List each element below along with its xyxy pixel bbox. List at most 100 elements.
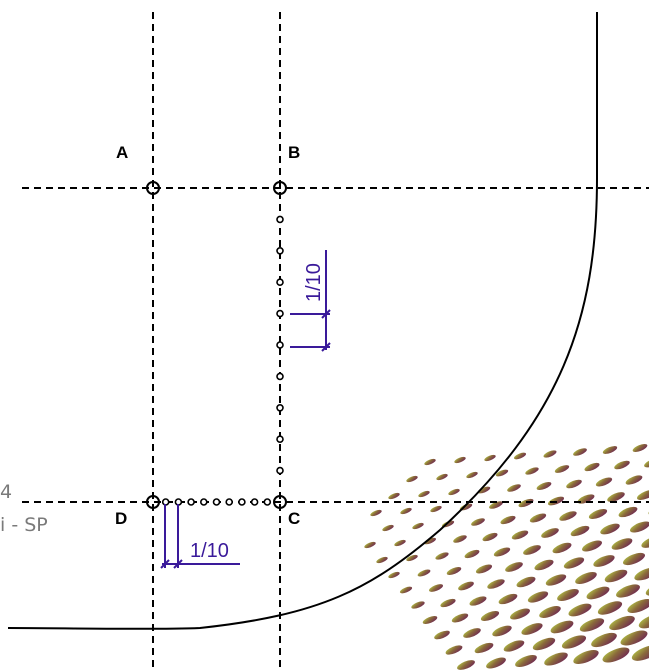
division-marker: [276, 466, 284, 475]
decor-dot: [411, 601, 425, 609]
decor-dot: [579, 618, 605, 632]
division-marker: [276, 278, 284, 287]
decor-dot: [541, 528, 559, 538]
decor-dot: [507, 484, 521, 492]
decor-dot: [534, 559, 554, 571]
decor-dot: [453, 535, 467, 543]
decor-dot: [637, 490, 649, 500]
division-marker: [250, 498, 259, 506]
decor-dot: [487, 579, 505, 589]
decor-dot: [593, 555, 615, 567]
decor-dot: [539, 606, 561, 618]
decor-dot: [523, 545, 541, 555]
decor-dot: [406, 554, 418, 562]
decor-dot: [424, 537, 436, 545]
decor-dot: [388, 571, 400, 579]
division-marker: [276, 309, 284, 318]
decor-dot: [586, 586, 610, 600]
decor-dot: [529, 513, 547, 523]
decor-dot: [582, 540, 602, 552]
label-point-d: D: [115, 509, 127, 528]
vertical-dimension: [290, 250, 331, 352]
decor-dot: [566, 479, 582, 489]
division-marker: [212, 498, 221, 506]
division-marker: [276, 215, 284, 224]
decor-dot: [424, 458, 436, 466]
decor-dot: [631, 645, 649, 661]
decor-dot: [550, 620, 574, 634]
decor-dot: [457, 660, 475, 670]
side-text-line-1: 4: [0, 481, 12, 503]
decor-dot: [632, 443, 648, 453]
decor-dot: [463, 628, 481, 638]
decor-dot: [609, 615, 635, 631]
decor-dot: [515, 654, 537, 668]
decor-dot: [436, 473, 448, 481]
decor-dot: [471, 518, 485, 526]
decor-dot: [527, 591, 549, 603]
decor-dot: [597, 601, 623, 615]
decor-dot: [575, 572, 597, 584]
division-marker: [238, 498, 246, 506]
decor-dot: [417, 569, 431, 577]
decor-dot: [406, 475, 418, 483]
decor-dot: [480, 610, 500, 622]
decor-dot: [434, 630, 450, 640]
decor-dot: [627, 599, 649, 613]
division-marker: [263, 498, 272, 506]
decor-dot: [584, 462, 600, 472]
division-marker: [276, 372, 284, 381]
decor-dot: [552, 542, 572, 554]
decor-dot: [458, 581, 474, 591]
decor-dot: [638, 613, 649, 629]
label-vertical-dimension: 1/10: [303, 263, 325, 302]
decor-dot: [618, 506, 638, 518]
decor-dot: [602, 647, 630, 663]
division-marker: [276, 341, 284, 349]
decor-dot: [557, 589, 579, 601]
decor-dot: [625, 475, 643, 485]
decor-dot: [595, 477, 613, 487]
decor-dot: [554, 465, 570, 473]
point-b-marker: [273, 181, 287, 195]
decor-dot: [516, 576, 536, 588]
decor-dot: [543, 450, 557, 458]
decor-dot: [469, 596, 487, 606]
division-markers: [161, 215, 284, 506]
decor-dot: [634, 567, 649, 581]
decor-dot: [573, 649, 599, 665]
decor-dot: [492, 625, 512, 637]
decor-dot: [573, 448, 587, 456]
decor-dot: [435, 552, 449, 560]
decor-dot: [503, 640, 525, 652]
decor-dot: [614, 460, 630, 470]
decor-dot: [400, 507, 412, 515]
decor-dot: [495, 469, 509, 477]
decor-dot: [568, 603, 592, 617]
division-marker: [200, 498, 208, 506]
decor-dot: [500, 515, 516, 525]
point-d-marker: [146, 495, 160, 509]
point-a-marker: [146, 181, 160, 195]
decor-dot: [620, 630, 648, 646]
decor-dot: [521, 623, 543, 635]
construction-lines: [22, 12, 649, 671]
horizontal-dimension: [160, 504, 240, 569]
decor-dot: [364, 541, 376, 549]
decor-dot: [577, 494, 595, 504]
decor-dot: [388, 492, 400, 500]
decor-dot: [493, 547, 511, 557]
decor-dot: [448, 488, 460, 496]
decor-dot: [525, 467, 539, 475]
decor-dot: [477, 486, 491, 494]
decor-dot: [616, 584, 640, 598]
decor-dot: [382, 524, 394, 532]
decor-dot: [486, 657, 506, 669]
decor-dot: [376, 556, 388, 564]
division-marker: [276, 403, 284, 412]
rounded-corner-curve: [7, 12, 598, 630]
label-point-c: C: [288, 509, 300, 528]
decor-dot: [600, 523, 620, 535]
decor-dot: [645, 582, 649, 596]
